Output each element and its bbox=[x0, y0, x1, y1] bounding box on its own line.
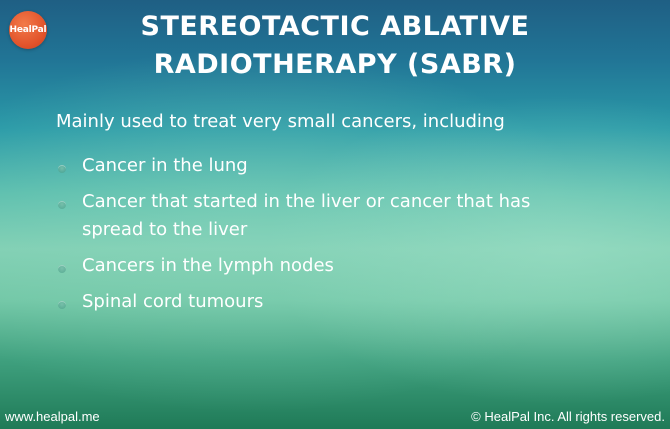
list-item: Cancer in the lung bbox=[56, 152, 556, 180]
bullet-dot-icon bbox=[58, 301, 66, 309]
title-line-2: RADIOTHERAPY (SABR) bbox=[153, 49, 517, 80]
logo-text: HealPal bbox=[9, 25, 47, 35]
bullet-dot-icon bbox=[58, 201, 66, 209]
list-item-text: Cancer in the lung bbox=[82, 155, 248, 176]
list-item-text: Cancer that started in the liver or canc… bbox=[82, 191, 531, 240]
list-item-text: Cancers in the lymph nodes bbox=[82, 255, 334, 276]
title-line-1: STEREOTACTIC ABLATIVE bbox=[140, 11, 530, 42]
website-link[interactable]: www.healpal.me bbox=[5, 409, 100, 424]
copyright-notice: © HealPal Inc. All rights reserved. bbox=[471, 409, 665, 424]
list-item: Spinal cord tumours bbox=[56, 288, 556, 316]
bullet-dot-icon bbox=[58, 265, 66, 273]
list-item-text: Spinal cord tumours bbox=[82, 291, 264, 312]
slide-title: STEREOTACTIC ABLATIVE RADIOTHERAPY (SABR… bbox=[60, 8, 610, 84]
intro-text: Mainly used to treat very small cancers,… bbox=[56, 111, 505, 132]
list-item: Cancers in the lymph nodes bbox=[56, 252, 556, 280]
list-item: Cancer that started in the liver or canc… bbox=[56, 188, 556, 244]
bullet-dot-icon bbox=[58, 165, 66, 173]
bullet-list: Cancer in the lung Cancer that started i… bbox=[56, 152, 556, 324]
healpal-logo: HealPal bbox=[9, 11, 47, 49]
